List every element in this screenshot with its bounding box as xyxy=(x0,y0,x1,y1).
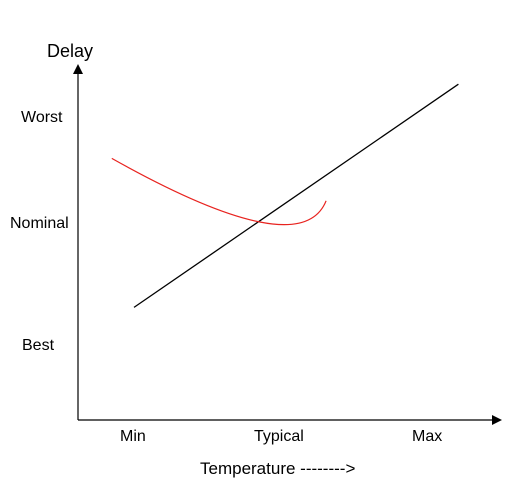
y-tick-label-worst: Worst xyxy=(21,109,63,126)
x-axis-arrow xyxy=(492,415,502,425)
series-line-linear xyxy=(133,83,459,308)
y-axis-title: Delay xyxy=(47,41,93,61)
plot-area: Delay Temperature --------> Best Nominal… xyxy=(10,41,502,478)
x-axis-title: Temperature --------> xyxy=(200,459,355,478)
y-tick-label-best: Best xyxy=(22,337,55,354)
x-tick-label-max: Max xyxy=(412,428,442,445)
y-tick-label-nominal: Nominal xyxy=(10,215,69,232)
x-tick-label-min: Min xyxy=(120,428,146,445)
x-tick-label-typical: Typical xyxy=(254,428,304,445)
series-line-curve xyxy=(111,157,327,226)
y-axis-arrow xyxy=(73,64,83,74)
